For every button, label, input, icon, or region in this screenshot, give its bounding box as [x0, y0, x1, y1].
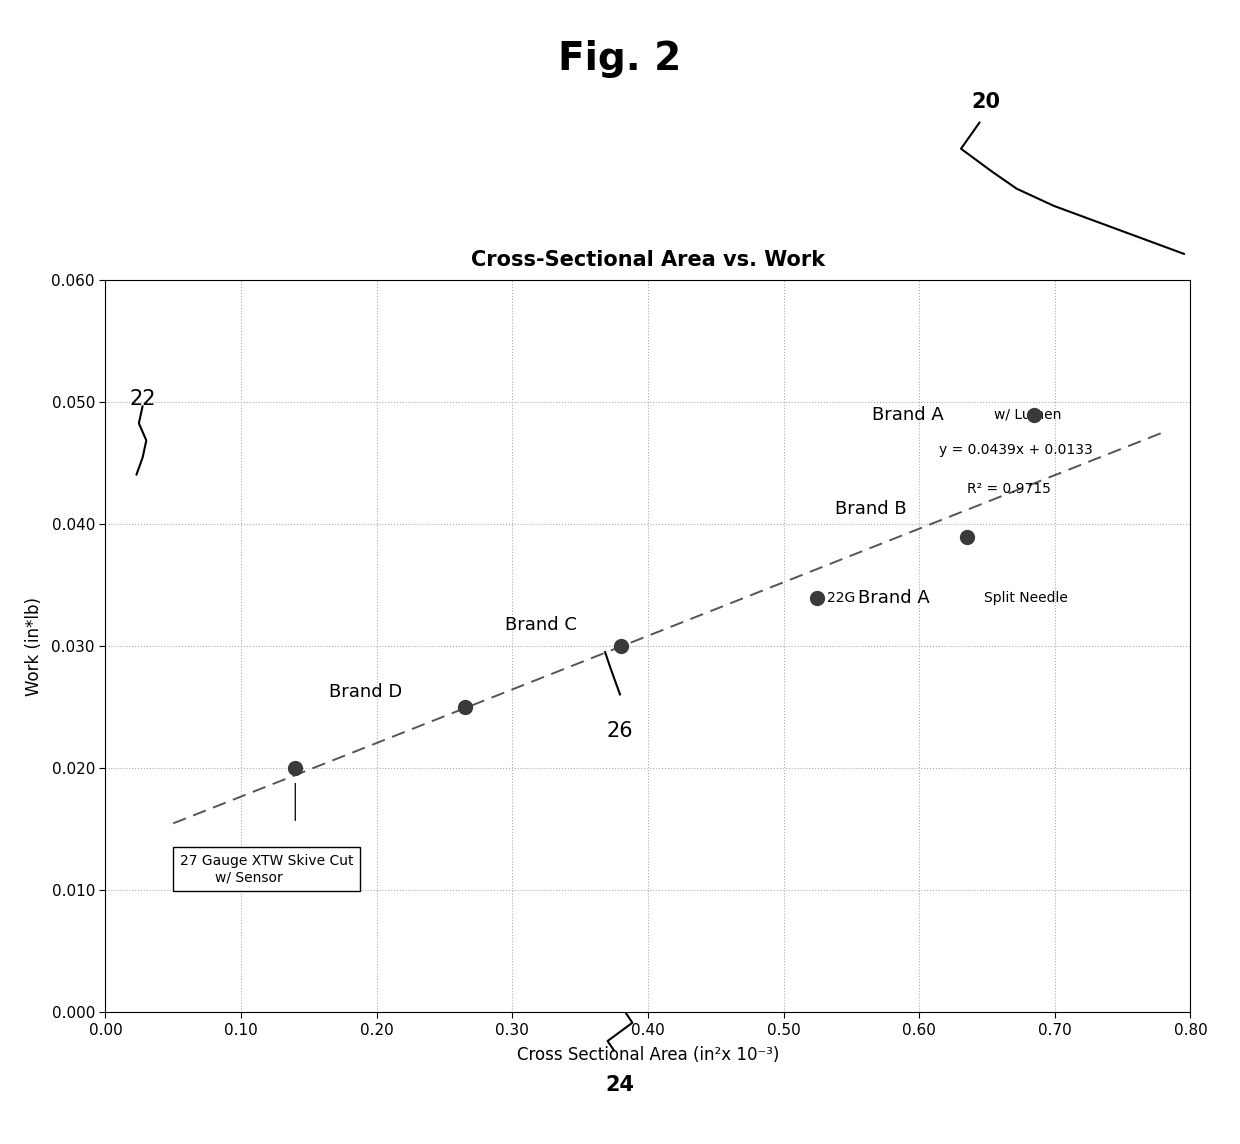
Point — [807, 588, 827, 606]
Text: w/ Lumen: w/ Lumen — [993, 407, 1061, 421]
Text: R² = 0.9715: R² = 0.9715 — [967, 482, 1050, 495]
Y-axis label: Work (in*lb): Work (in*lb) — [25, 597, 43, 696]
Text: 22G: 22G — [827, 590, 856, 604]
X-axis label: Cross Sectional Area (in²x 10⁻³): Cross Sectional Area (in²x 10⁻³) — [517, 1047, 779, 1064]
Point — [285, 760, 305, 778]
Point — [611, 637, 631, 656]
Text: Brand D: Brand D — [329, 683, 403, 701]
Text: 24: 24 — [605, 1075, 635, 1095]
Text: Split Needle: Split Needle — [985, 590, 1068, 604]
Text: 20: 20 — [971, 92, 1001, 111]
Text: Brand A: Brand A — [872, 405, 944, 423]
Text: 26: 26 — [606, 721, 634, 740]
Text: Brand B: Brand B — [835, 500, 906, 518]
Text: y = 0.0439x + 0.0133: y = 0.0439x + 0.0133 — [940, 443, 1094, 458]
Text: 22: 22 — [129, 389, 156, 408]
Point — [1024, 405, 1044, 423]
Text: Brand C: Brand C — [506, 617, 578, 634]
Text: 27 Gauge XTW Skive Cut
        w/ Sensor: 27 Gauge XTW Skive Cut w/ Sensor — [180, 853, 353, 884]
Text: Fig. 2: Fig. 2 — [558, 40, 682, 78]
Title: Cross-Sectional Area vs. Work: Cross-Sectional Area vs. Work — [471, 251, 825, 270]
Text: Brand A: Brand A — [858, 588, 930, 606]
Point — [455, 698, 475, 716]
Point — [957, 527, 977, 546]
